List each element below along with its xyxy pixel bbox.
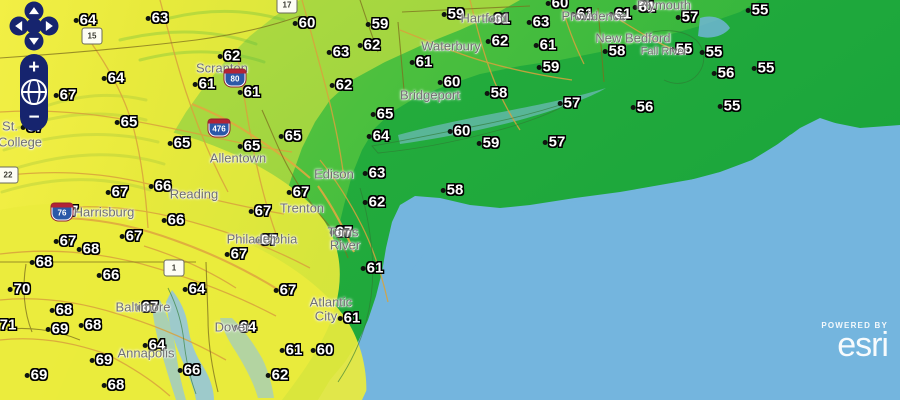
zoom-in-button[interactable]: + bbox=[28, 56, 40, 78]
pan-center-hub[interactable] bbox=[26, 18, 42, 34]
zoom-control[interactable]: + − bbox=[20, 54, 48, 131]
globe-icon[interactable] bbox=[21, 79, 47, 105]
zoom-out-button[interactable]: − bbox=[28, 106, 40, 128]
map-navigation-widget[interactable]: + − bbox=[9, 1, 59, 131]
pan-control[interactable] bbox=[9, 1, 59, 51]
